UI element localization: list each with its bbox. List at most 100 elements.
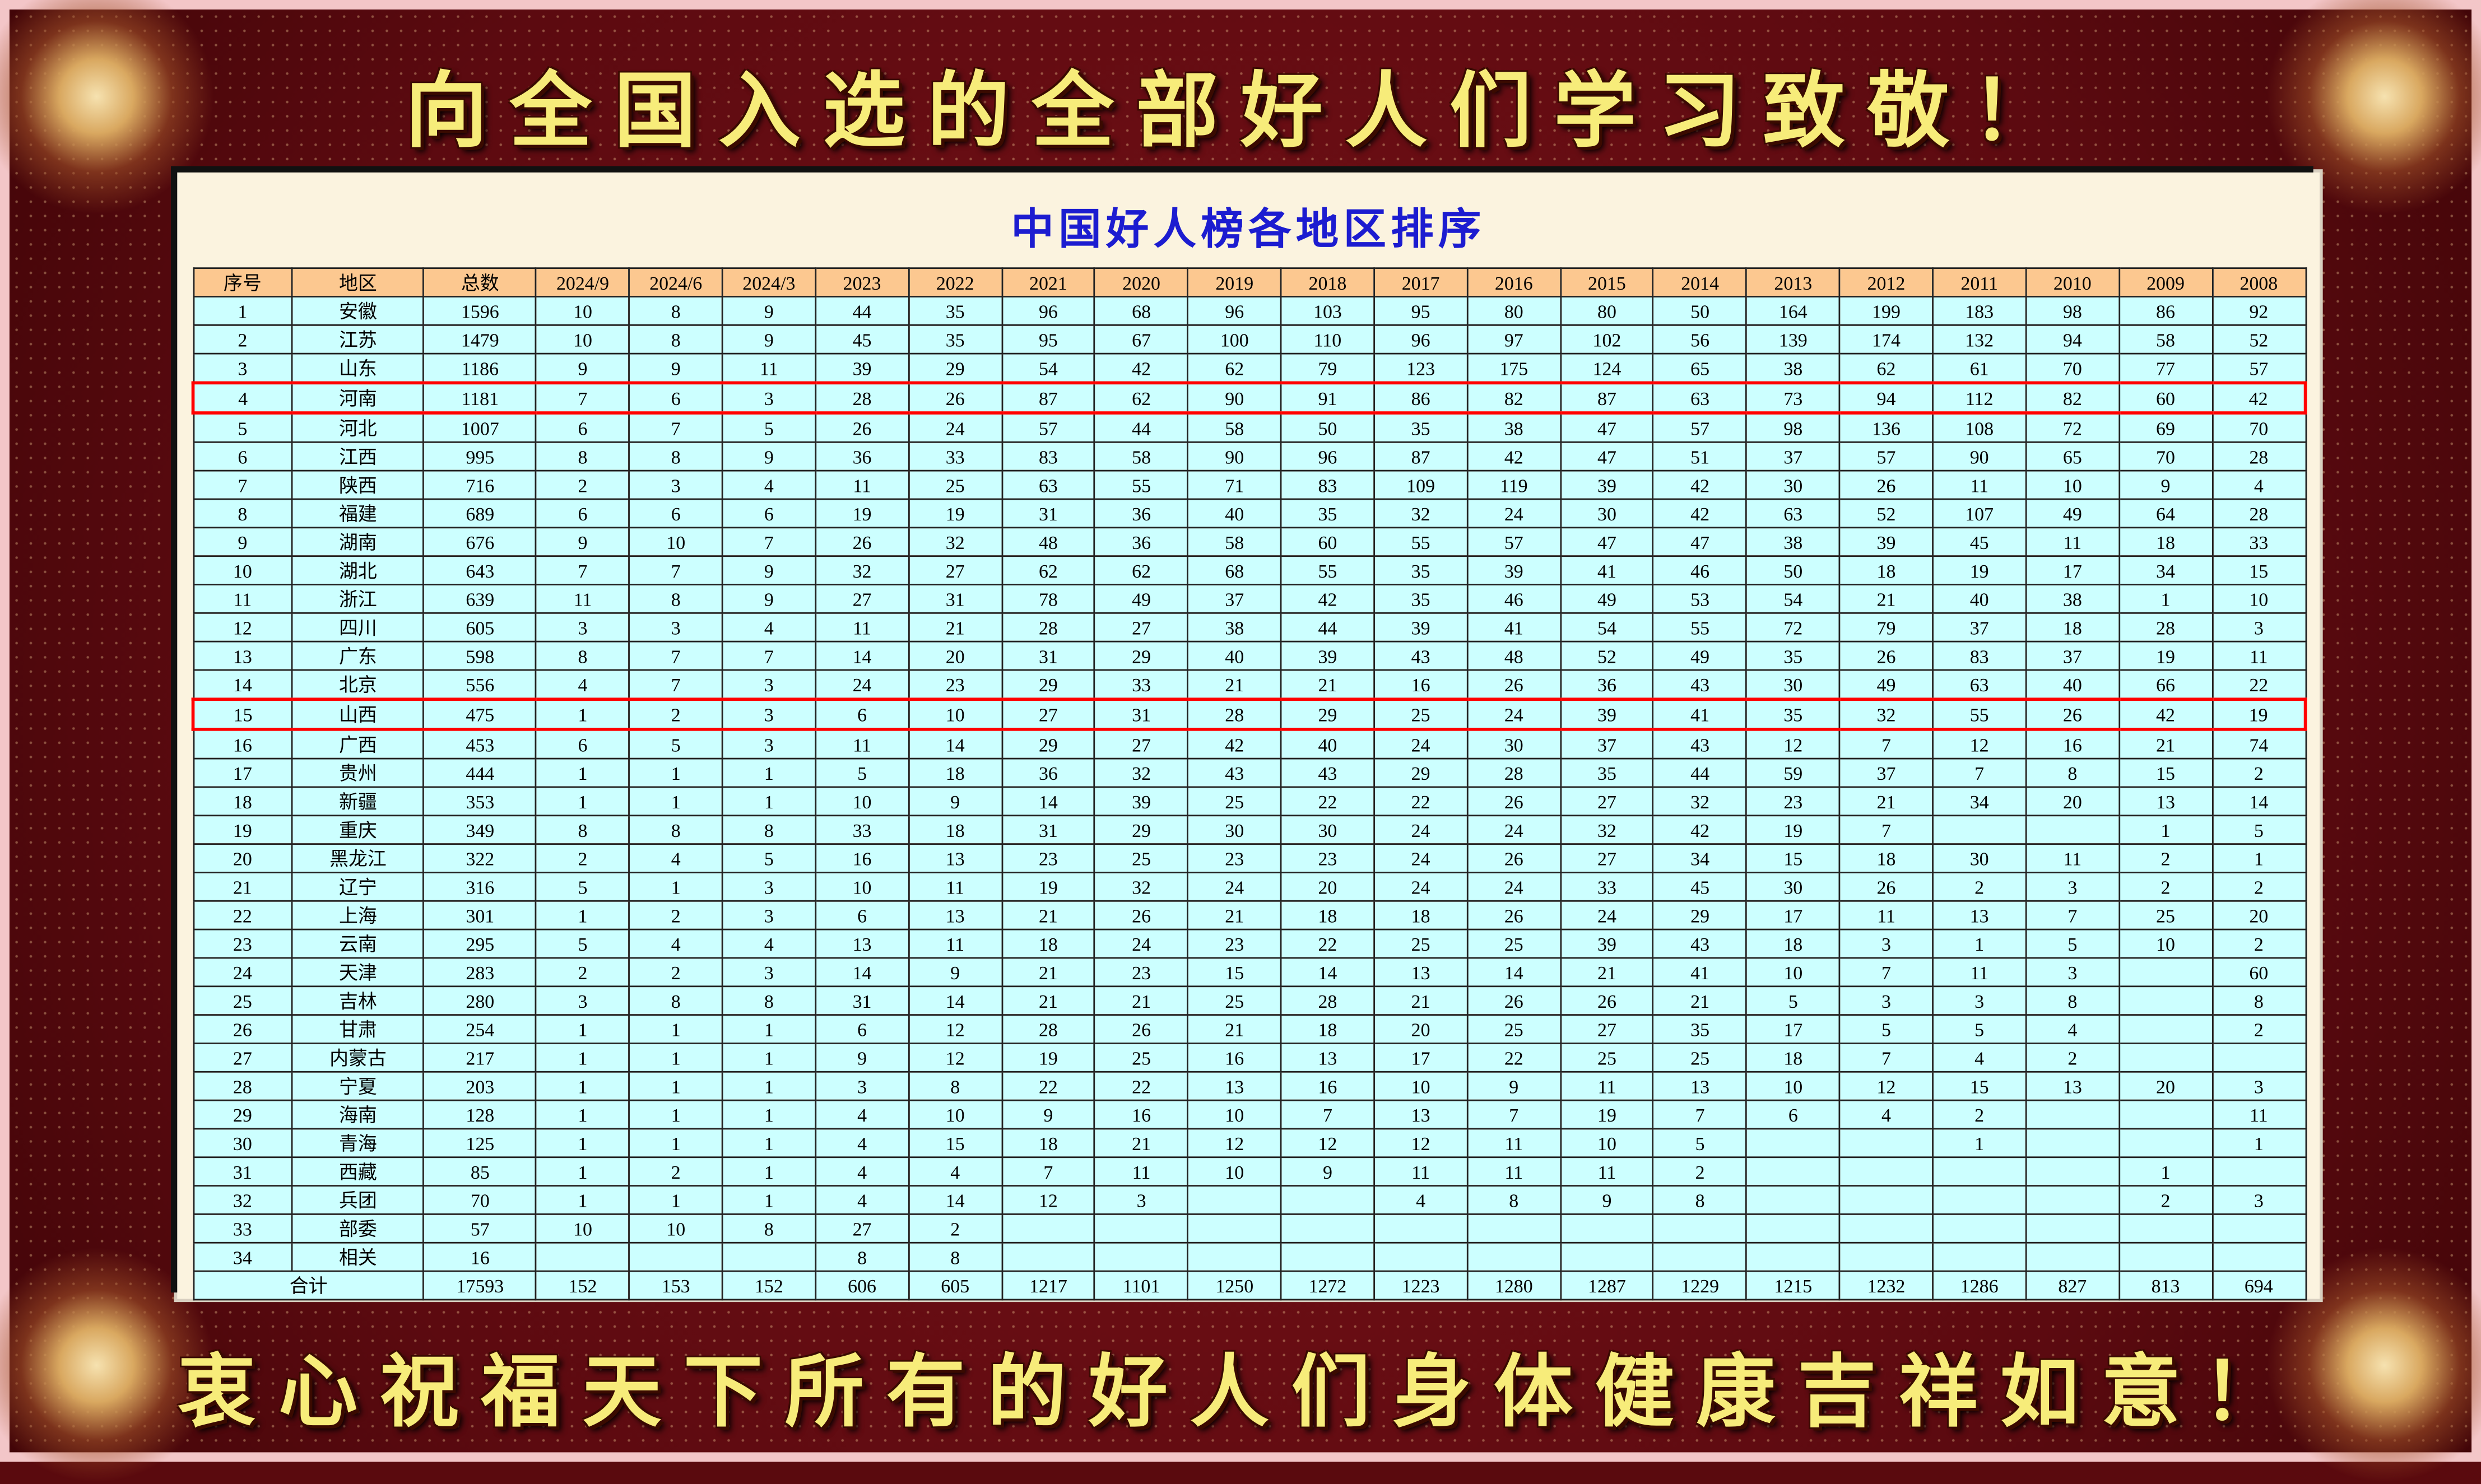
count-cell: 10 (2025, 469, 2120, 500)
count-cell: 35 (908, 324, 1003, 355)
total-cell: 295 (423, 928, 537, 959)
region-cell: 湖北 (291, 555, 425, 585)
count-cell (2025, 1185, 2120, 1215)
count-cell: 31 (1094, 697, 1189, 731)
count-cell: 62 (1094, 381, 1189, 415)
count-cell: 22 (1280, 786, 1375, 817)
count-cell: 53 (1652, 584, 1748, 614)
count-cell: 15 (2211, 555, 2306, 585)
total-value-cell: 1232 (1838, 1270, 1934, 1301)
count-cell: 26 (1094, 900, 1189, 931)
count-cell: 98 (1745, 412, 1841, 443)
count-cell: 29 (1001, 669, 1096, 700)
count-cell: 3 (721, 669, 816, 700)
count-cell: 19 (1559, 1099, 1655, 1130)
count-cell: 47 (1559, 412, 1655, 443)
count-cell: 7 (2025, 900, 2120, 931)
count-cell: 12 (1932, 728, 2027, 760)
count-cell: 98 (2025, 296, 2120, 326)
total-value-cell: 1215 (1745, 1270, 1841, 1301)
column-header: 总数 (423, 267, 537, 297)
total-value-cell: 1287 (1559, 1270, 1655, 1301)
rank-cell: 2 (192, 324, 293, 355)
count-cell: 1 (1932, 1128, 2027, 1159)
count-cell: 26 (1838, 469, 1934, 500)
count-cell: 7 (1280, 1099, 1375, 1130)
rank-cell: 23 (192, 928, 293, 959)
table-row: 23 云南 295 5 4 4 13 11 18 24 23 22 25 25 39 43 18 3 1 5 10 2 (192, 928, 2306, 959)
count-cell: 41 (1652, 957, 1748, 988)
count-cell: 26 (1466, 985, 1562, 1016)
count-cell: 10 (1745, 957, 1841, 988)
count-cell: 11 (2025, 527, 2120, 557)
rank-cell: 20 (192, 843, 293, 873)
count-cell: 39 (1094, 786, 1189, 817)
count-cell: 37 (1187, 584, 1282, 614)
count-cell (1932, 1213, 2027, 1244)
count-cell: 87 (1001, 381, 1096, 415)
count-cell: 12 (1280, 1128, 1375, 1159)
count-cell: 10 (535, 296, 630, 326)
count-cell (1466, 1241, 1562, 1272)
total-cell: 689 (423, 498, 537, 529)
count-cell: 21 (1094, 1128, 1189, 1159)
count-cell (1652, 1241, 1748, 1272)
count-cell: 26 (815, 527, 910, 557)
total-cell: 349 (423, 815, 537, 845)
count-cell: 6 (535, 412, 630, 443)
count-cell: 21 (1001, 957, 1096, 988)
count-cell: 41 (1559, 555, 1655, 585)
count-cell: 39 (1373, 612, 1469, 643)
column-header: 2020 (1094, 267, 1189, 297)
count-cell: 11 (1466, 1128, 1562, 1159)
count-cell: 18 (2025, 612, 2120, 643)
count-cell: 54 (1559, 612, 1655, 643)
count-cell: 2 (628, 1156, 723, 1187)
rank-cell: 15 (191, 697, 293, 731)
count-cell: 12 (1001, 1185, 1096, 1215)
region-cell: 相关 (291, 1241, 425, 1272)
count-cell: 72 (2025, 412, 2120, 443)
count-cell: 37 (1559, 728, 1655, 760)
count-cell: 12 (908, 1014, 1003, 1044)
count-cell: 43 (1280, 757, 1375, 788)
count-cell: 37 (1745, 441, 1841, 472)
count-cell: 28 (2118, 612, 2213, 643)
count-cell (1838, 1156, 1934, 1187)
count-cell: 3 (535, 985, 630, 1016)
count-cell: 4 (535, 669, 630, 700)
count-cell: 4 (815, 1128, 910, 1159)
count-cell: 22 (2211, 669, 2306, 700)
count-cell: 13 (1280, 1043, 1375, 1073)
count-cell: 7 (628, 669, 723, 700)
count-cell: 68 (1187, 555, 1282, 585)
column-header: 2024/6 (628, 267, 723, 297)
rank-cell: 31 (192, 1156, 293, 1187)
count-cell: 90 (1932, 441, 2027, 472)
count-cell: 20 (1280, 872, 1375, 902)
count-cell (1932, 815, 2027, 845)
count-cell: 65 (2025, 441, 2120, 472)
count-cell: 31 (815, 985, 910, 1016)
count-cell: 19 (908, 498, 1003, 529)
count-cell: 1 (2118, 815, 2213, 845)
count-cell: 25 (908, 469, 1003, 500)
count-cell: 5 (535, 872, 630, 902)
count-cell (721, 1241, 816, 1272)
count-cell: 20 (2025, 786, 2120, 817)
count-cell (1745, 1185, 1841, 1215)
count-cell: 3 (628, 469, 723, 500)
total-value-cell: 813 (2118, 1270, 2213, 1301)
count-cell: 25 (1652, 1043, 1748, 1073)
count-cell: 80 (1559, 296, 1655, 326)
count-cell: 2 (2118, 843, 2213, 873)
count-cell: 66 (2118, 669, 2213, 700)
count-cell: 17 (1745, 900, 1841, 931)
count-cell: 27 (1094, 728, 1189, 760)
count-cell: 30 (1745, 872, 1841, 902)
count-cell: 8 (2211, 985, 2306, 1016)
count-cell: 1 (721, 757, 816, 788)
count-cell: 8 (721, 1213, 816, 1244)
count-cell (1094, 1241, 1189, 1272)
rank-cell: 14 (192, 669, 293, 700)
